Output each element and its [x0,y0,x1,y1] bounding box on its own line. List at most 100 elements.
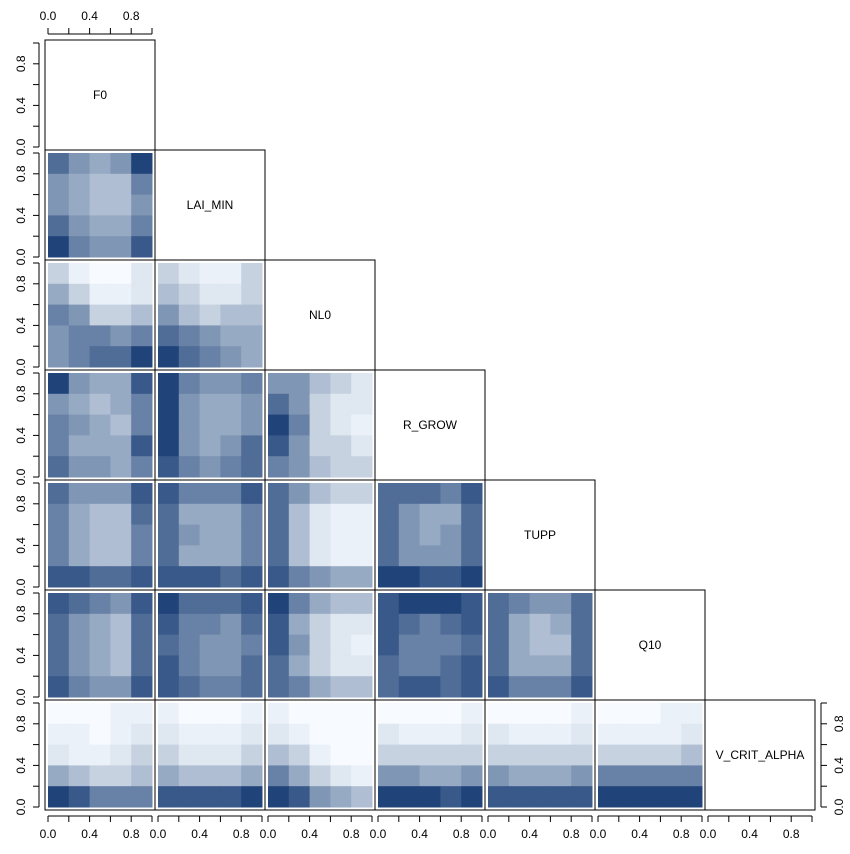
density-cell [351,613,373,636]
density-cell [571,703,593,725]
density-cell [330,723,352,746]
tick-label: 0.4 [411,827,428,841]
density-cell [48,325,70,347]
density-cell [89,744,111,766]
density-cell [398,744,421,766]
density-cell [488,744,510,766]
density-cell [199,304,221,326]
density-cell [268,566,290,588]
density-cell [309,593,331,615]
density-cell [241,744,263,766]
variable-label: TUPP [524,528,556,542]
density-cell [309,393,331,416]
density-cell [89,215,111,237]
density-cell [330,655,352,677]
density-cell [529,786,551,808]
density-cell [48,283,70,306]
density-cell [288,566,311,588]
density-cell [68,435,91,457]
density-cell [220,414,242,436]
density-cell [48,393,70,416]
density-cell [330,414,352,436]
density-cell [89,566,111,588]
density-cell [89,373,111,395]
density-cell [48,414,70,436]
density-cell [309,655,331,677]
tick-label: 0.0 [150,827,167,841]
density-cell [158,723,180,746]
density-cell [68,744,91,766]
density-cell [158,503,180,526]
density-cell [48,236,70,258]
density-cell [48,703,70,725]
density-cell [378,483,400,505]
density-cell [660,765,682,787]
density-cell [110,483,132,505]
density-cell [158,524,180,546]
density-cell [131,283,153,306]
density-cell [288,593,311,615]
density-cell [639,744,661,766]
density-cell [330,566,352,588]
density-cell [220,283,242,306]
density-cell [419,634,441,656]
tick-label: 0.8 [14,55,28,72]
density-cell [89,765,111,787]
density-cell [488,765,510,787]
density-cell [89,325,111,347]
density-cell [241,566,263,588]
density-cell [419,703,441,725]
density-cell [461,524,483,546]
density-cell [48,263,70,285]
density-cell [508,634,531,656]
density-cell [309,744,331,766]
density-cell [199,676,221,698]
density-cell [110,676,132,698]
density-cell [571,634,593,656]
density-cell [268,703,290,725]
tick-label: 0.4 [631,827,648,841]
density-cell [351,524,373,546]
density-cell [378,566,400,588]
variable-label: F0 [93,88,107,102]
density-cell [378,524,400,546]
density-cell [68,545,91,567]
density-cell [398,655,421,677]
density-cell [440,655,462,677]
density-cell [48,676,70,698]
density-cell [131,236,153,258]
density-cell [89,456,111,478]
density-cell [378,545,400,567]
density-cell [89,703,111,725]
density-cell [288,503,311,526]
density-cell [398,703,421,725]
density-cell [220,393,242,416]
density-cell [488,703,510,725]
density-cell [48,634,70,656]
density-cell [550,723,572,746]
density-cell [681,786,703,808]
density-cell [419,593,441,615]
density-cell [178,655,201,677]
density-cell [288,676,311,698]
density-cell [110,655,132,677]
density-cell [351,765,373,787]
density-cell [110,325,132,347]
density-cell [419,503,441,526]
density-cell [131,456,153,478]
density-cell [378,634,400,656]
density-cell [158,283,180,306]
density-cell [529,703,551,725]
density-cell [241,524,263,546]
density-cell [440,545,462,567]
tick-label: 0.4 [14,427,28,444]
density-cell [550,744,572,766]
density-cell [508,744,531,766]
density-cell [550,655,572,677]
density-cell [351,786,373,808]
density-cell [351,566,373,588]
density-cell [440,676,462,698]
density-cell [550,593,572,615]
density-cell [178,263,201,285]
density-cell [529,676,551,698]
